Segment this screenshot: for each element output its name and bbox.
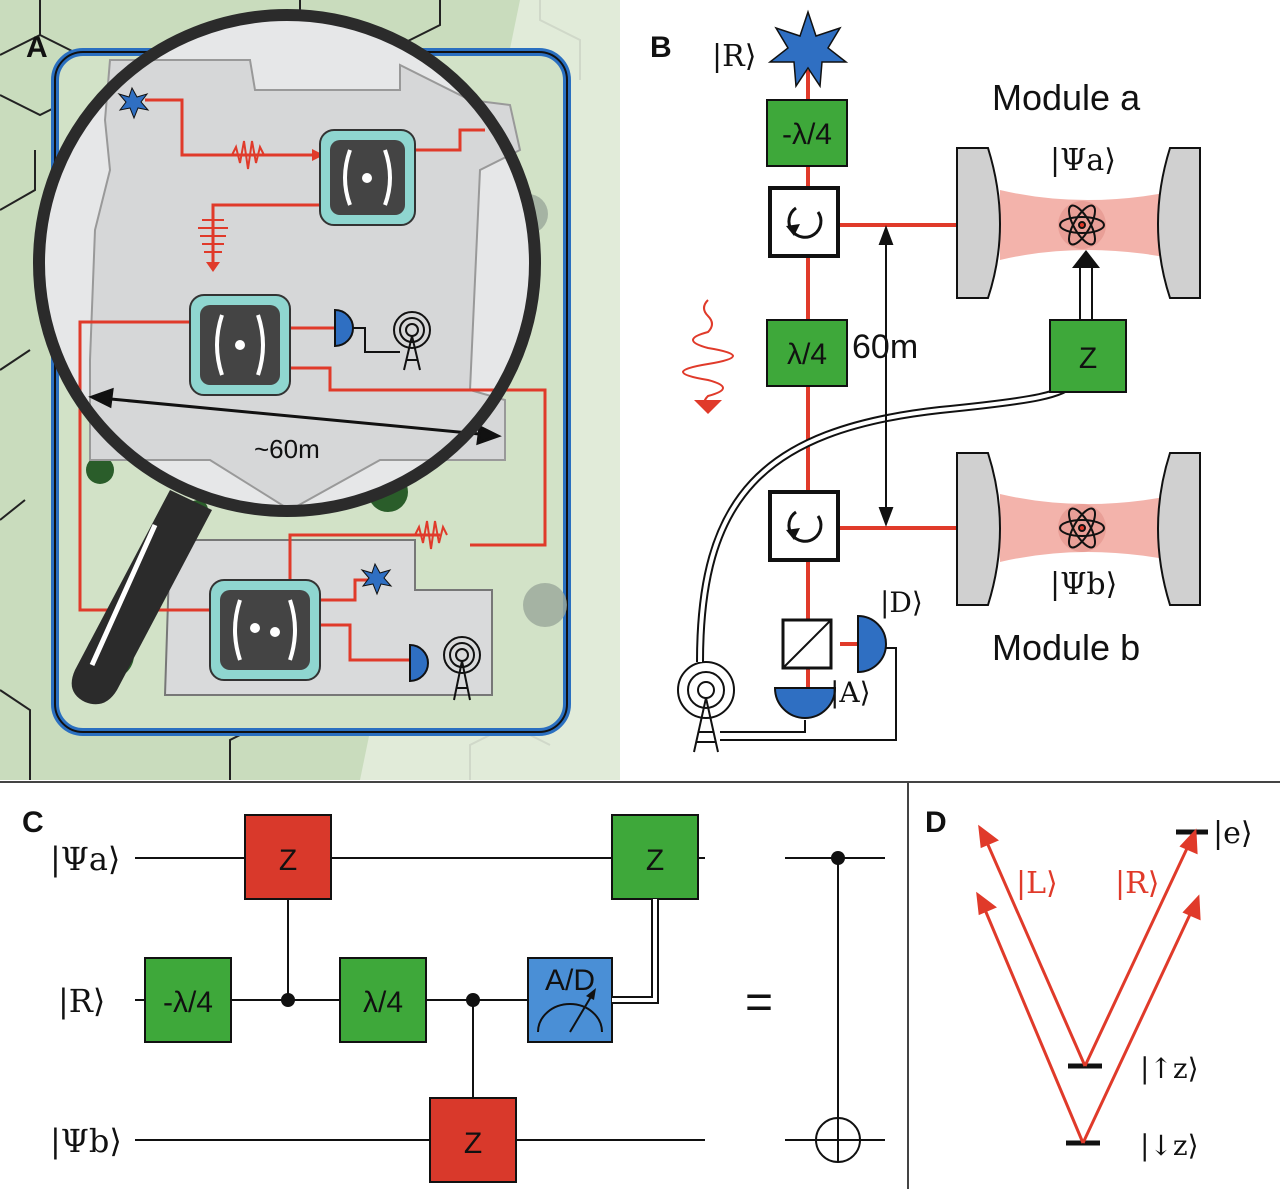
circulator-bottom [768, 490, 840, 562]
chip-module-bottom [209, 579, 321, 681]
panel-letter-b: B [650, 31, 672, 64]
wire-label-r: |R⟩ [58, 982, 105, 1020]
z-gate-label-c2: Z [646, 844, 664, 877]
photon-pulse-b [682, 299, 734, 413]
star-icon [360, 562, 393, 596]
qwp-label-c: λ/4 [363, 986, 403, 1019]
z-gate-b [1049, 319, 1127, 393]
wire-label-psi-b: |Ψb⟩ [50, 1122, 122, 1160]
transition-arrows [976, 824, 1201, 1144]
ket-psi-b-label-b: |Ψb⟩ [1050, 567, 1117, 602]
detector-a-icon [773, 687, 837, 719]
panel-letter-d: D [925, 806, 947, 839]
wire-label-psi-a: |Ψa⟩ [50, 840, 120, 878]
magnifier-handle [71, 490, 213, 705]
circulator-top [768, 186, 840, 258]
neg-qwp-label-c: -λ/4 [163, 986, 213, 1019]
chip-module-mid [189, 294, 291, 396]
measurement-label: A/D [545, 964, 595, 997]
panel-b: B |R⟩ -λ/4 λ/4 |D⟩ |A⟩ [650, 9, 1201, 753]
ket-up-label: |↑z⟩ [1140, 1052, 1199, 1085]
control-dot [281, 993, 295, 1007]
distance-label-b: 60m [852, 328, 918, 366]
ket-down-label: |↓z⟩ [1140, 1129, 1199, 1162]
qwp-label-b: λ/4 [787, 338, 827, 371]
equals-sign: = [745, 976, 773, 1029]
control-dot [466, 993, 480, 1007]
distance-arrow-b [878, 225, 894, 527]
antenna-icon [677, 661, 735, 753]
panel-letter-a: A [26, 31, 48, 64]
neg-qwp-gate-b [766, 99, 848, 167]
circulator-arrow-icon [787, 510, 823, 543]
ket-r-label-b: |R⟩ [712, 39, 756, 74]
photon-source-star-icon [767, 9, 849, 89]
neg-qwp-label-b: -λ/4 [782, 118, 832, 151]
z-gate-label-b: Z [1079, 342, 1097, 375]
circulator-arrow-icon [787, 206, 823, 239]
detector-icon [334, 308, 354, 348]
star-icon [117, 86, 150, 120]
panel-a: ~60m A [0, 0, 620, 780]
atom-icon [1059, 507, 1105, 549]
antenna-icon [443, 636, 481, 701]
ket-l-label: |L⟩ [1016, 866, 1058, 901]
chip-module-top [319, 129, 416, 226]
ket-r-label-d: |R⟩ [1115, 866, 1159, 901]
ket-d-label: |D⟩ [880, 586, 923, 619]
atom-icon [1059, 204, 1105, 246]
ket-e-label: |e⟩ [1213, 816, 1253, 851]
module-a-cavity [956, 147, 1201, 299]
cnot-gate [785, 857, 885, 1163]
z-gate-label-c1: Z [279, 844, 297, 877]
z-gate-green [611, 814, 699, 900]
z-gate-red-bottom [429, 1097, 517, 1183]
qwp-gate-c [339, 957, 427, 1043]
neg-qwp-gate-c [144, 957, 232, 1043]
ket-a-label: |A⟩ [830, 676, 871, 709]
module-b-label: Module b [992, 627, 1140, 668]
panel-c: C |Ψa⟩ |R⟩ |Ψb⟩ Z Z -λ/4 λ/4 Z A/D [22, 806, 885, 1183]
z-gate-label-c3: Z [464, 1127, 482, 1160]
module-a-label: Module a [992, 77, 1141, 118]
cnot-control-dot [831, 851, 845, 865]
panel-letter-c: C [22, 806, 44, 839]
module-b-cavity [956, 452, 1201, 606]
ket-psi-a-label-b: |Ψa⟩ [1050, 143, 1116, 178]
z-gate-red-top [244, 814, 332, 900]
antenna-icon [393, 311, 431, 371]
detector-icon [409, 643, 429, 683]
qwp-gate-b [766, 319, 848, 387]
distance-arrow-a [88, 387, 502, 446]
panel-d: D |e⟩ |L⟩ |R⟩ |↑z⟩ |↓z⟩ [925, 806, 1253, 1162]
meter-icon [537, 1003, 603, 1033]
detector-d-icon [857, 614, 887, 674]
magnifier-rim [33, 9, 541, 517]
distance-label-a: ~60m [254, 434, 320, 464]
